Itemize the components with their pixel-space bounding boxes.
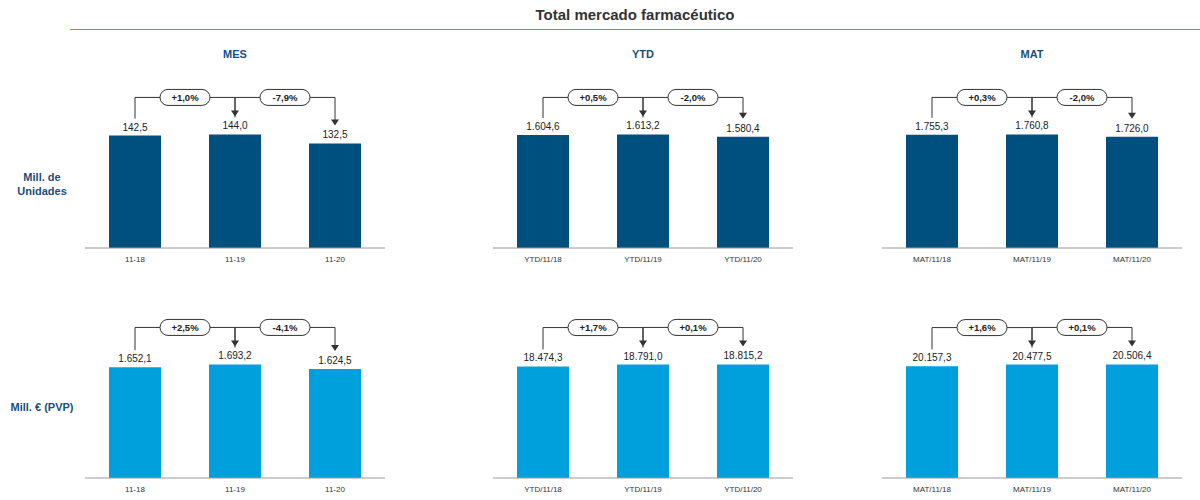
svg-text:-2,0%: -2,0%	[1070, 92, 1095, 103]
svg-text:+1,0%: +1,0%	[171, 92, 199, 103]
svg-text:11-19: 11-19	[225, 255, 245, 264]
svg-text:+0,5%: +0,5%	[579, 92, 607, 103]
svg-text:+1,6%: +1,6%	[968, 322, 996, 333]
svg-text:YTD/11/19: YTD/11/19	[624, 485, 662, 494]
svg-text:18.815,2: 18.815,2	[724, 350, 763, 361]
svg-text:18.474,3: 18.474,3	[524, 352, 563, 363]
svg-text:1.726,0: 1.726,0	[1115, 123, 1149, 134]
svg-text:MAT/11/18: MAT/11/18	[913, 485, 951, 494]
svg-text:1.580,4: 1.580,4	[726, 123, 760, 134]
html-text:YTD: YTD	[632, 48, 654, 60]
svg-text:-7,9%: -7,9%	[273, 92, 298, 103]
svg-text:-4,1%: -4,1%	[273, 322, 298, 333]
svg-text:11-18: 11-18	[125, 485, 145, 494]
html-text:MAT: MAT	[1020, 48, 1044, 60]
svg-text:YTD/11/20: YTD/11/20	[724, 485, 762, 494]
svg-text:1.652,1: 1.652,1	[118, 353, 152, 364]
html-text:MES: MES	[223, 48, 247, 60]
svg-text:1.613,2: 1.613,2	[626, 120, 660, 131]
svg-text:20.157,3: 20.157,3	[913, 352, 952, 363]
svg-text:MAT/11/20: MAT/11/20	[1113, 255, 1151, 264]
svg-text:20.506,4: 20.506,4	[1113, 350, 1152, 361]
svg-text:MAT/11/19: MAT/11/19	[1013, 485, 1051, 494]
svg-text:MAT/11/19: MAT/11/19	[1013, 255, 1051, 264]
svg-text:YTD/11/20: YTD/11/20	[724, 255, 762, 264]
svg-text:YTD/11/18: YTD/11/18	[524, 255, 562, 264]
svg-text:MAT/11/20: MAT/11/20	[1113, 485, 1151, 494]
svg-text:1.693,2: 1.693,2	[218, 350, 252, 361]
svg-text:1.760,8: 1.760,8	[1015, 120, 1049, 131]
html-text:Mill. de Unidades: Mill. de Unidades	[17, 171, 67, 197]
svg-text:11-18: 11-18	[125, 255, 145, 264]
svg-text:MAT/11/18: MAT/11/18	[913, 255, 951, 264]
svg-text:YTD/11/19: YTD/11/19	[624, 255, 662, 264]
svg-text:142,5: 142,5	[122, 122, 147, 133]
svg-text:132,5: 132,5	[322, 129, 347, 140]
svg-text:+2,5%: +2,5%	[171, 322, 199, 333]
svg-text:+0,1%: +0,1%	[679, 322, 707, 333]
svg-text:-2,0%: -2,0%	[681, 92, 706, 103]
html-text:Mill. € (PVP): Mill. € (PVP)	[10, 401, 74, 413]
svg-text:+0,1%: +0,1%	[1068, 322, 1096, 333]
svg-text:YTD/11/18: YTD/11/18	[524, 485, 562, 494]
svg-text:20.477,5: 20.477,5	[1013, 351, 1052, 362]
svg-text:1.755,3: 1.755,3	[915, 121, 949, 132]
svg-text:11-19: 11-19	[225, 485, 245, 494]
svg-text:1.624,5: 1.624,5	[318, 355, 352, 366]
svg-text:18.791,0: 18.791,0	[624, 351, 663, 362]
html-text:Total mercado farmacéutico: Total mercado farmacéutico	[535, 6, 735, 23]
svg-text:1.604,6: 1.604,6	[526, 121, 560, 132]
svg-text:11-20: 11-20	[325, 255, 345, 264]
svg-text:+0,3%: +0,3%	[968, 92, 996, 103]
svg-text:144,0: 144,0	[222, 120, 247, 131]
svg-text:11-20: 11-20	[325, 485, 345, 494]
svg-text:+1,7%: +1,7%	[579, 322, 607, 333]
